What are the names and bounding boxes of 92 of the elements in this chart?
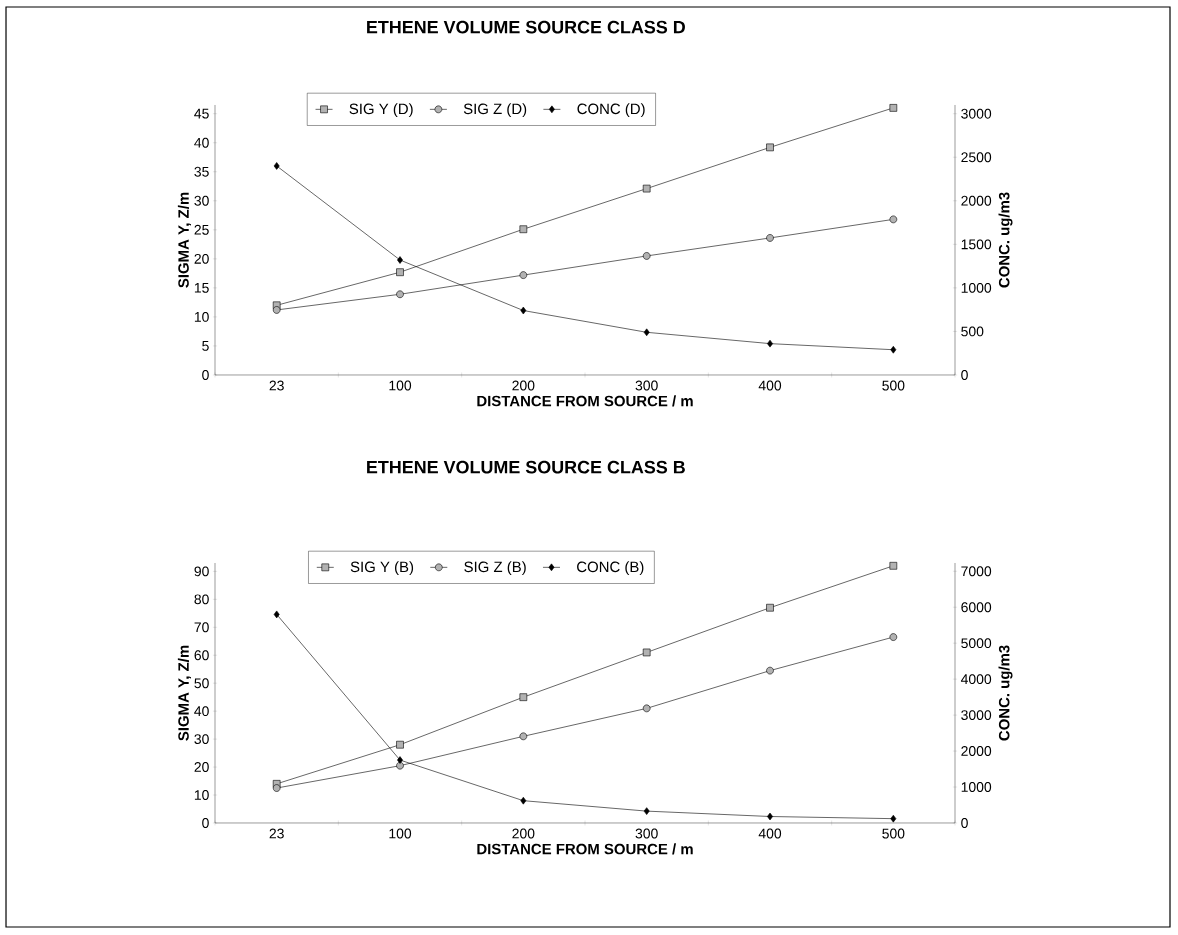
point	[520, 306, 527, 315]
y2-axis-title: CONC. ug/m3	[998, 192, 1013, 288]
chart-title: ETHENE VOLUME SOURCE CLASS D	[367, 20, 685, 34]
x-tick-label: 500	[882, 828, 905, 839]
y2-axis-title: CONC. ug/m3	[998, 645, 1013, 741]
x-tick-label: 100	[389, 380, 412, 391]
x-tick-label: 300	[635, 380, 658, 391]
point	[889, 215, 898, 224]
y2-tick-label: 5000	[961, 638, 992, 649]
point	[396, 740, 404, 749]
y2-tick-label: 3000	[961, 108, 992, 119]
point	[890, 814, 897, 823]
point	[397, 756, 403, 764]
point	[890, 345, 897, 354]
y2-tick-label: 2000	[961, 195, 992, 206]
y-tick-label: 15	[194, 283, 209, 293]
x-axis-title: DISTANCE FROM SOURCE / m	[477, 395, 693, 407]
y2-tick-label: 7000	[961, 566, 992, 577]
y2-tick-label: 1500	[961, 239, 992, 250]
point	[519, 225, 528, 234]
point	[766, 234, 774, 242]
y-tick-label: 25	[194, 224, 209, 235]
y-tick-label: 90	[194, 566, 209, 577]
legend-label: SIG Z (B)	[464, 561, 526, 576]
x-axis-title: DISTANCE FROM SOURCE / m	[477, 843, 693, 855]
y-tick-label: 5	[202, 341, 209, 351]
y2-tick-label: 0	[961, 818, 968, 828]
point	[889, 633, 898, 641]
y-axis-title: SIGMA Y, Z/m	[177, 645, 192, 741]
y-tick-label: 20	[194, 762, 209, 773]
y-tick-label: 40	[194, 137, 209, 148]
point	[520, 796, 527, 805]
y-tick-label: 70	[194, 622, 209, 633]
y-tick-label: 50	[194, 678, 209, 689]
y-tick-label: 30	[194, 195, 209, 206]
legend-label: SIG Y (B)	[350, 561, 414, 576]
y2-tick-label: 0	[961, 370, 968, 380]
point	[643, 328, 650, 337]
legend-label: CONC (D)	[577, 103, 645, 118]
x-tick-label: 100	[389, 828, 412, 839]
y2-tick-label: 3000	[961, 710, 992, 721]
point	[642, 184, 651, 193]
point	[272, 784, 281, 792]
point	[519, 693, 528, 701]
legend-label: CONC (B)	[577, 561, 644, 576]
point	[643, 807, 650, 815]
y-tick-label: 10	[194, 311, 209, 322]
y2-tick-label: 2500	[961, 152, 992, 163]
y-tick-label: 0	[202, 818, 209, 828]
y2-tick-label: 4000	[960, 674, 992, 685]
point	[642, 704, 651, 713]
x-tick-label: 500	[882, 380, 905, 391]
y-tick-label: 45	[194, 108, 209, 119]
x-tick-label: 23	[269, 828, 284, 839]
point	[272, 306, 281, 314]
y-tick-label: 60	[194, 650, 209, 661]
y2-tick-label: 1000	[961, 782, 992, 792]
point	[519, 732, 528, 741]
legend-label: SIG Z (D)	[463, 103, 527, 118]
x-tick-label: 400	[758, 380, 782, 391]
legend-label: SIG Y (D)	[349, 103, 413, 118]
point	[642, 648, 651, 657]
y2-tick-label: 1000	[961, 282, 992, 293]
y-tick-label: 40	[194, 706, 209, 717]
point	[273, 162, 280, 170]
point	[766, 143, 774, 152]
y2-tick-label: 500	[961, 326, 984, 337]
x-tick-label: 300	[635, 828, 658, 839]
point	[889, 562, 898, 570]
point	[519, 271, 528, 279]
x-tick-label: 23	[269, 380, 284, 391]
point	[396, 290, 404, 299]
y-axis-title: SIGMA Y, Z/m	[177, 192, 192, 288]
point	[766, 666, 774, 675]
y2-tick-label: 2000	[961, 746, 992, 756]
point	[396, 268, 404, 276]
point	[889, 104, 898, 112]
y-tick-label: 10	[194, 790, 209, 800]
y-tick-label: 30	[194, 734, 209, 745]
x-tick-label: 200	[512, 828, 535, 839]
y-tick-label: 20	[194, 253, 209, 264]
point	[397, 256, 403, 264]
chart-title: ETHENE VOLUME SOURCE CLASS B	[367, 460, 685, 474]
point	[273, 610, 280, 619]
x-tick-label: 400	[758, 828, 782, 839]
y2-tick-label: 6000	[961, 602, 992, 613]
point	[642, 252, 651, 260]
point	[766, 603, 774, 612]
y-tick-label: 35	[194, 166, 209, 177]
x-tick-label: 200	[512, 380, 535, 391]
y-tick-label: 0	[202, 370, 209, 380]
y-tick-label: 80	[194, 594, 209, 605]
